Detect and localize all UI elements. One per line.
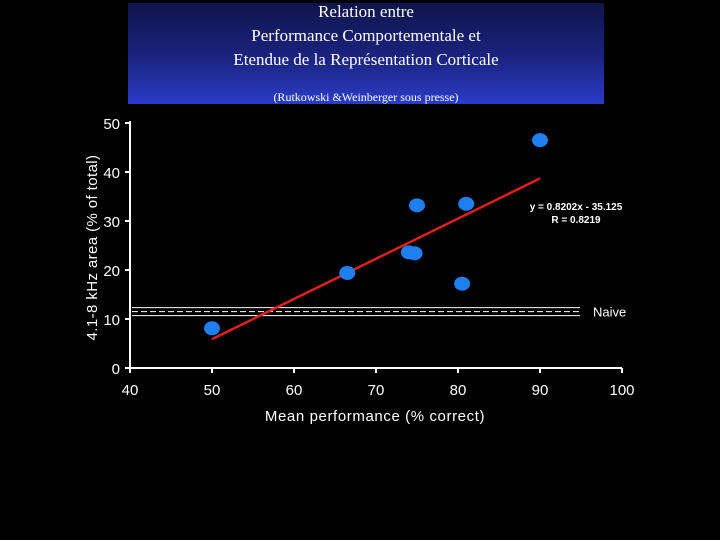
x-tick-label: 80 xyxy=(450,382,467,399)
fit-line xyxy=(211,177,541,341)
x-tick-label: 50 xyxy=(204,382,221,399)
r-value-label: R = 0.8219 xyxy=(551,215,601,226)
data-point xyxy=(409,198,425,213)
chart-subtitle: (Rutkowski &Weinberger sous presse) xyxy=(273,90,459,104)
y-tick-label: 50 xyxy=(103,116,120,133)
axes: 0 10 20 30 40 50 40 50 60 70 80 90 100 Mean performan… xyxy=(84,116,635,425)
data-point xyxy=(204,321,220,336)
y-tick-label: 20 xyxy=(103,263,120,280)
chart-title-line-1: Relation entre xyxy=(318,2,414,21)
x-tick-label: 100 xyxy=(609,382,634,399)
chart-labels: y = 0.8202x - 35.125 R = 0.8219 xyxy=(530,202,623,226)
data-point xyxy=(532,133,548,148)
y-tick-label: 30 xyxy=(103,214,120,231)
data-point xyxy=(339,265,356,280)
naive-reference-band: Naive xyxy=(132,305,626,320)
x-tick-label: 40 xyxy=(122,382,139,399)
naive-label: Naive xyxy=(593,305,626,320)
chart-title-line-3: Etendue de la Représentation Corticale xyxy=(233,50,499,69)
x-tick-label: 70 xyxy=(368,382,385,399)
x-tick-label: 60 xyxy=(286,382,303,399)
y-tick-label: 0 xyxy=(112,361,120,378)
x-tick-label: 90 xyxy=(532,382,549,399)
equation-label: y = 0.8202x - 35.125 xyxy=(530,202,623,213)
y-axis-label: 4.1-8 kHz area (% of total) xyxy=(84,155,101,341)
data-point xyxy=(458,196,475,211)
data-point xyxy=(406,246,423,261)
chart-title-line-2: Performance Comportementale et xyxy=(251,26,481,45)
x-axis-label: Mean performance (% correct) xyxy=(265,408,485,425)
y-tick-label: 40 xyxy=(103,165,120,182)
data-points xyxy=(204,133,548,336)
y-tick-label: 10 xyxy=(103,312,120,329)
title-background xyxy=(128,3,604,104)
regression-fit xyxy=(211,177,541,341)
data-point xyxy=(454,276,471,291)
